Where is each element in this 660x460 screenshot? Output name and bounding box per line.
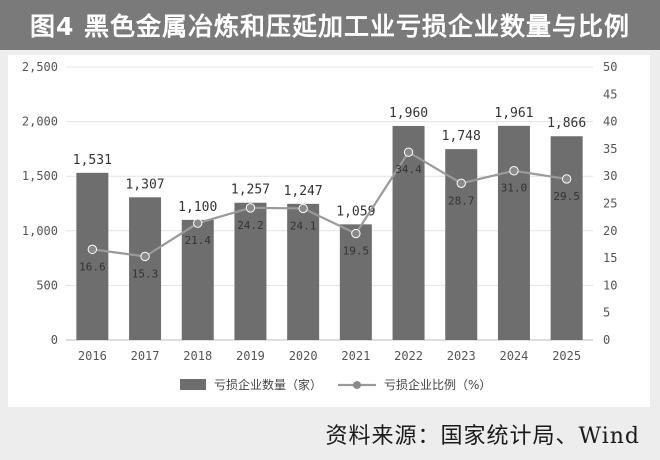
- chart-panel: 0 500 1,000 1,500 2,000 2,500 0 5 10 15 20 25 30 35 40…: [8, 55, 650, 407]
- y-right-tick-label: 50: [603, 60, 617, 74]
- combo-chart: 05001,0001,5002,0002,5000510152025303540…: [22, 60, 618, 392]
- x-tick-label: 2024: [499, 349, 528, 363]
- y-right-tick-label: 45: [603, 87, 617, 101]
- source-note: 资料来源：国家统计局、Wind: [325, 424, 640, 449]
- bar-value-label: 1,961: [494, 106, 533, 121]
- bar-value-label: 1,307: [125, 177, 164, 192]
- legend-line-label: 亏损企业比例（%）: [384, 377, 491, 392]
- y-right-tick-label: 40: [603, 115, 617, 129]
- bar-value-label: 1,960: [389, 106, 428, 121]
- ratio-point: [193, 218, 203, 228]
- y-right-tick-label: 20: [603, 224, 617, 238]
- y-left-tick-label: 0: [51, 333, 58, 347]
- ratio-value-label: 31.0: [501, 182, 528, 195]
- y-right-tick-label: 0: [603, 333, 610, 347]
- x-tick-label: 2022: [394, 349, 423, 363]
- ratio-point: [456, 178, 466, 188]
- ratio-value-label: 21.4: [185, 234, 212, 247]
- ratio-line: [92, 150, 567, 258]
- bar-value-label: 1,247: [284, 184, 323, 199]
- x-tick-label: 2019: [236, 349, 265, 363]
- bar: [339, 224, 372, 340]
- ratio-value-label: 16.6: [79, 260, 106, 273]
- y-right-tick-label: 25: [603, 197, 617, 211]
- y-left-tick-label: 500: [36, 278, 58, 292]
- y-left-tick-label: 1,000: [22, 224, 58, 238]
- y-right-tick-label: 30: [603, 169, 617, 183]
- ratio-point: [351, 228, 361, 239]
- bar: [287, 203, 320, 340]
- ratio-point: [245, 203, 256, 213]
- bar: [497, 125, 530, 341]
- bar: [392, 125, 425, 340]
- bar-value-label: 1,100: [178, 200, 217, 215]
- ratio-value-label: 19.5: [343, 245, 370, 258]
- ratio-value-label: 15.3: [132, 267, 159, 280]
- y-left-tick-label: 1,500: [22, 169, 58, 183]
- ratio-point: [87, 244, 98, 255]
- ratio-value-label: 28.7: [448, 194, 475, 207]
- ratio-point: [403, 147, 414, 157]
- x-tick-label: 2020: [289, 349, 318, 363]
- bar: [76, 172, 109, 340]
- x-tick-label: 2017: [131, 349, 160, 363]
- bar-value-label: 1,059: [336, 204, 375, 219]
- bar-value-label: 1,866: [547, 116, 586, 131]
- ratio-value-label: 34.4: [395, 163, 422, 176]
- x-tick-label: 2023: [447, 349, 476, 363]
- bar: [181, 219, 214, 340]
- legend-line-marker: [353, 381, 361, 389]
- y-right-tick-label: 10: [603, 278, 617, 292]
- y-left-tick-label: 2,500: [22, 60, 58, 74]
- x-tick-label: 2018: [183, 349, 212, 363]
- bar-value-label: 1,257: [231, 183, 270, 198]
- bar-value-label: 1,748: [442, 129, 481, 144]
- bar: [129, 197, 162, 340]
- x-tick-label: 2016: [78, 349, 107, 363]
- y-right-tick-label: 15: [603, 251, 617, 265]
- y-right-tick-label: 35: [603, 142, 617, 156]
- ratio-value-label: 24.1: [290, 219, 317, 232]
- y-right-tick-label: 5: [603, 306, 610, 320]
- bar-value-label: 1,531: [73, 153, 112, 168]
- ratio-point: [509, 166, 519, 176]
- chart-title: 图4 黑色金属冶炼和压延加工业亏损企业数量与比例: [0, 0, 660, 50]
- ratio-point: [140, 251, 150, 262]
- ratio-point: [298, 203, 308, 214]
- y-left-tick-label: 2,000: [22, 115, 58, 129]
- x-tick-label: 2021: [341, 349, 370, 363]
- ratio-value-label: 29.5: [553, 190, 580, 203]
- bar: [550, 136, 583, 340]
- x-tick-label: 2025: [552, 349, 581, 363]
- legend-bar-label: 亏损企业数量（家）: [214, 377, 322, 392]
- ratio-value-label: 24.2: [237, 219, 264, 232]
- bar: [234, 202, 267, 340]
- ratio-point: [561, 174, 572, 184]
- legend-bar-swatch: [180, 379, 206, 390]
